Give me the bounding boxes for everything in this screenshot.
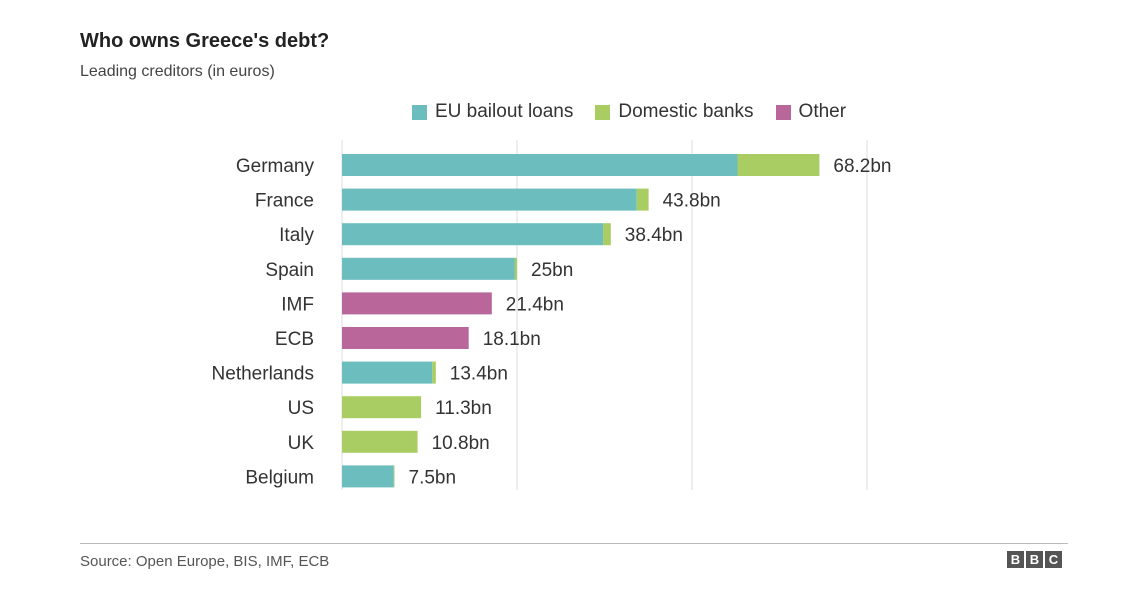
bar-segment-domestic-banks [432,361,436,384]
category-label: Germany [236,156,315,177]
footer-divider [80,543,1068,544]
category-label: ECB [275,329,314,350]
bar-segment-domestic-banks [737,154,820,176]
category-label: France [255,191,314,212]
data-label: 68.2bn [833,156,891,177]
data-label: 10.8bn [432,433,490,454]
bar-segment-domestic-banks [636,188,649,211]
category-label: Italy [279,225,314,246]
data-label: 18.1bn [483,329,541,350]
data-label: 43.8bn [663,191,721,212]
bbc-logo-letter: C [1045,551,1062,568]
chart-subtitle: Leading creditors (in euros) [80,63,275,80]
legend-swatch-other [775,104,791,120]
data-label: 11.3bn [435,398,492,419]
bar-segment-eu-bailout-loans [342,257,515,280]
bbc-logo-letter: B [1007,551,1024,568]
bar-segment-eu-bailout-loans [342,154,738,176]
category-label: UK [288,433,315,454]
bar-segment-domestic-banks [603,223,611,246]
bbc-logo: B B C [1005,551,1062,568]
bbc-logo-letter: B [1026,551,1043,568]
bar-segment-other [342,327,469,349]
bar-segment-eu-bailout-loans [342,188,637,211]
data-label: 7.5bn [409,467,457,488]
category-label: Belgium [245,467,314,488]
bar-segment-domestic-banks [514,257,517,280]
data-label: 38.4bn [625,225,683,246]
bar-segment-eu-bailout-loans [342,223,604,246]
legend-item-domestic-banks: Domestic banks [595,101,754,123]
legend: EU bailout loans Domestic banks Other [412,101,868,123]
bar-chart: Germany 68.2bn France 43.8bn Italy 38.4bn Spai… [212,140,892,490]
category-label: US [288,398,314,419]
data-label: 13.4bn [450,364,508,385]
legend-label-other: Other [798,101,847,122]
category-label: IMF [281,294,314,315]
legend-swatch-eu-bailout-loans [412,104,427,120]
data-label: 21.4bn [506,294,564,315]
data-label: 25bn [531,260,573,281]
chart-title: Who owns Greece's debt? [80,30,330,52]
bar-segment-domestic-banks [393,465,395,488]
category-label: Netherlands [212,364,314,385]
legend-swatch-domestic-banks [595,104,611,120]
legend-item-other: Other [775,101,847,123]
source-note: Source: Open Europe, BIS, IMF, ECB [80,553,330,570]
bar-segment-eu-bailout-loans [342,361,433,384]
bar-segment-domestic-banks [342,396,422,419]
legend-label-eu-bailout-loans: EU bailout loans [435,101,574,122]
bar-segment-eu-bailout-loans [342,465,394,488]
bar-segment-other [342,292,492,315]
category-label: Spain [265,260,314,281]
legend-label-domestic-banks: Domestic banks [618,101,754,122]
legend-item-eu-bailout-loans: EU bailout loans [412,101,573,123]
bar-segment-domestic-banks [342,430,418,453]
